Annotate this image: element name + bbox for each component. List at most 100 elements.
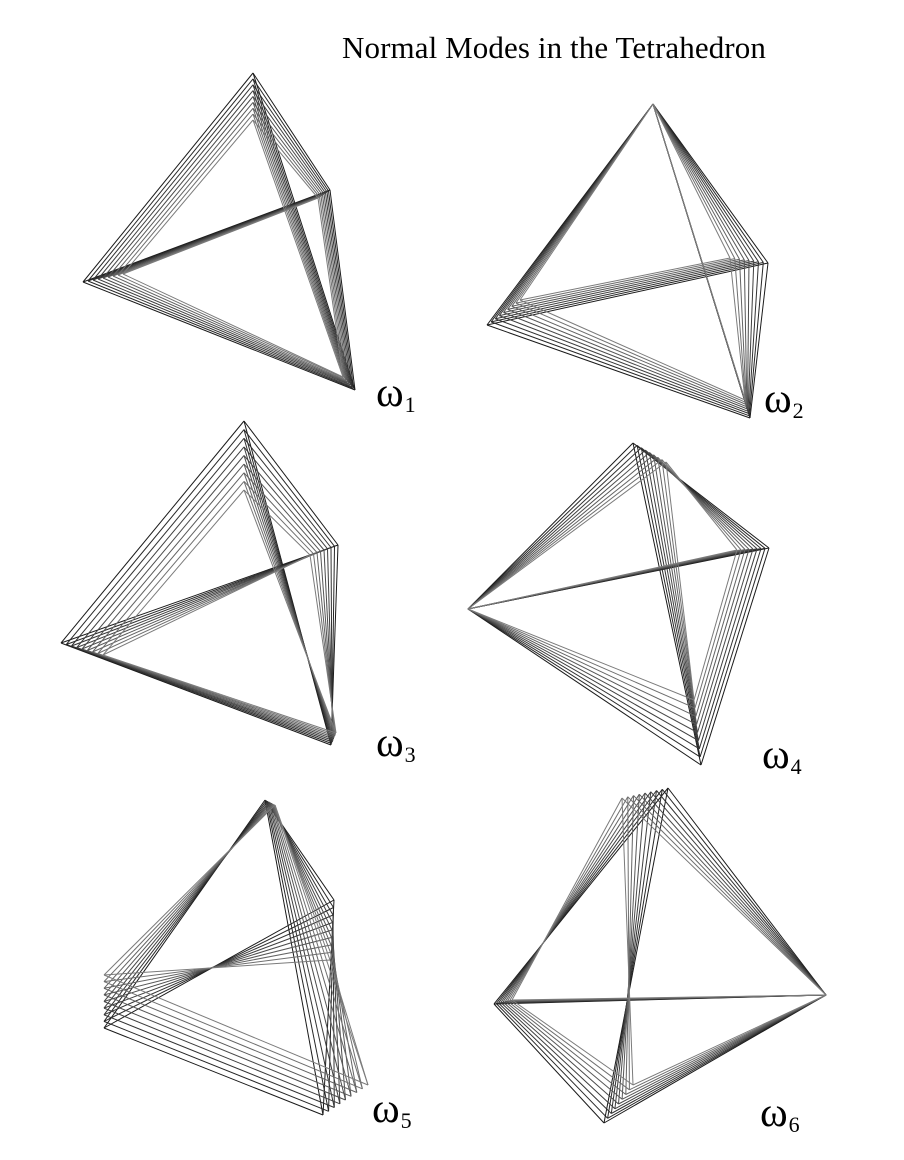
edge-line [243,489,337,734]
edge-line [652,103,746,401]
mode-label-5: ω5 [372,1088,412,1133]
edge-line [97,90,254,280]
edge-line [504,794,640,1002]
edge-line [112,107,254,277]
edge-line [696,549,750,725]
edge-line [467,608,697,725]
edge-line [243,429,333,744]
edge-line [694,549,742,709]
edge-line [511,258,740,307]
edge-line [504,1001,623,1100]
edge-line [103,1001,346,1101]
edge-line [729,257,746,401]
edge-line [60,642,332,746]
edge-line [486,262,769,326]
edge-line [97,278,351,386]
edge-line [610,790,657,1114]
edge-line [270,802,352,1097]
edge-line [243,463,321,552]
edge-line [467,608,699,742]
edge-line [325,192,351,386]
edge-line [700,547,770,766]
edge-line [71,437,245,647]
edge-line [693,549,738,701]
edge-line [81,455,245,650]
edge-line [698,548,762,749]
mode-label-2: ω2 [764,376,804,422]
edge-line [97,481,245,654]
mode-label-3: ω3 [376,722,416,767]
edge-line [102,277,350,384]
edge-line [243,429,335,547]
edge-line [632,442,702,766]
edge-line [644,792,827,996]
edge-line [467,608,695,701]
edge-line [243,463,335,738]
edge-line [103,1020,329,1112]
edge-line [507,308,748,408]
edge-line [82,281,356,391]
edge-line [71,645,333,743]
edge-line [265,800,330,1112]
edge-line [667,787,827,996]
omega-symbol: ω [760,1090,788,1136]
edge-line [268,801,341,1104]
edge-line [87,280,354,389]
edge-line [661,788,827,996]
edge-line [92,84,254,281]
edge-line [252,72,331,191]
edge-line [509,796,629,1001]
edge-line [467,452,650,610]
edge-line [330,944,358,1093]
edge-line [607,789,663,1119]
edge-line [269,802,346,1101]
edge-line [467,608,697,717]
edge-line [511,797,623,1001]
tetrahedron-mode-3 [60,420,339,746]
edge-line [467,608,702,766]
edge-line [493,787,669,1005]
edge-line [102,554,311,656]
edge-line [495,788,663,1004]
edge-line [649,452,754,550]
edge-line [87,78,254,282]
edge-line [657,457,697,717]
edge-line [66,644,332,744]
edge-line [467,608,698,733]
edge-line [507,795,634,1002]
edge-line [252,107,322,197]
edge-line [748,261,759,414]
omega-symbol: ω [764,376,792,422]
edge-line [103,974,369,1086]
edge-line [319,196,345,379]
edge-line [329,189,356,391]
mode-label-6: ω6 [760,1090,800,1136]
edge-line [519,103,654,301]
edge-line [652,103,731,259]
edge-line [739,259,747,405]
edge-line [467,549,738,610]
edge-line [467,608,696,709]
edge-line [515,302,746,403]
edge-line [243,446,328,550]
edge-line [495,318,749,414]
edge-line [267,801,335,1108]
edge-line [749,262,769,419]
edge-line [102,96,254,279]
edge-line [652,103,740,260]
edge-line [500,1002,616,1110]
edge-line [502,792,646,1003]
edge-line [274,804,331,961]
edge-line [493,1003,605,1124]
edge-line [638,793,827,996]
edge-line [467,442,634,610]
mode-subscript: 5 [400,1108,412,1133]
mode-subscript: 3 [404,742,416,767]
edge-line [86,463,245,651]
edge-line [107,276,348,383]
tetrahedron-mode-5 [103,799,369,1116]
edge-line [515,258,735,304]
mode-label-4: ω4 [762,734,802,778]
edge-line [665,461,738,551]
